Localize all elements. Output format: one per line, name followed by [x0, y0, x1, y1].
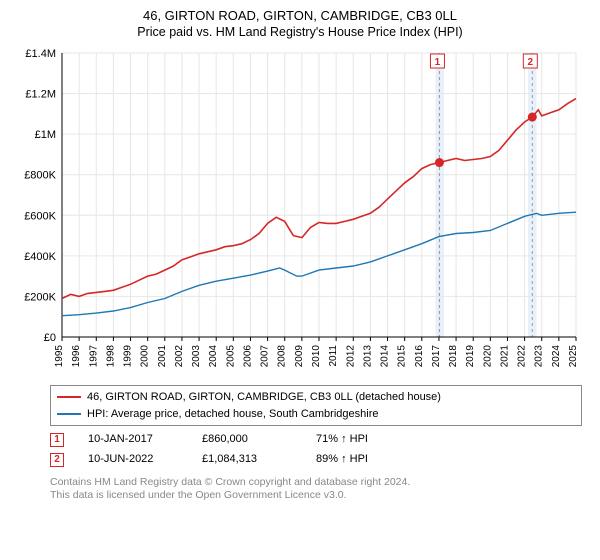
sale-marker-1: 1 [50, 433, 64, 447]
svg-text:2013: 2013 [362, 345, 373, 368]
svg-text:2009: 2009 [294, 345, 305, 368]
svg-text:2020: 2020 [482, 345, 493, 368]
svg-text:2025: 2025 [568, 345, 579, 368]
legend-label-hpi: HPI: Average price, detached house, Sout… [87, 406, 378, 423]
legend-label-property: 46, GIRTON ROAD, GIRTON, CAMBRIDGE, CB3 … [87, 389, 441, 406]
svg-text:2014: 2014 [380, 345, 391, 368]
svg-text:2005: 2005 [225, 345, 236, 368]
svg-text:£400K: £400K [24, 251, 56, 263]
svg-text:1996: 1996 [71, 345, 82, 368]
svg-text:2006: 2006 [242, 345, 253, 368]
svg-text:£800K: £800K [24, 170, 56, 182]
svg-text:2000: 2000 [140, 345, 151, 368]
footer-line-2: This data is licensed under the Open Gov… [50, 489, 582, 503]
svg-text:2015: 2015 [397, 345, 408, 368]
sale-hpi-1: 71% ↑ HPI [316, 430, 368, 450]
footer-text: Contains HM Land Registry data © Crown c… [50, 476, 582, 503]
sale-marker-2: 2 [50, 453, 64, 467]
sale-hpi-2: 89% ↑ HPI [316, 450, 368, 470]
chart-subtitle: Price paid vs. HM Land Registry's House … [0, 25, 600, 39]
svg-text:2018: 2018 [448, 345, 459, 368]
svg-text:1: 1 [435, 57, 441, 68]
svg-text:2003: 2003 [191, 345, 202, 368]
svg-text:2011: 2011 [328, 345, 339, 367]
legend-swatch-property [57, 396, 81, 398]
svg-text:1997: 1997 [88, 345, 99, 368]
legend-row-hpi: HPI: Average price, detached house, Sout… [57, 406, 575, 423]
svg-text:2004: 2004 [208, 345, 219, 368]
svg-text:2010: 2010 [311, 345, 322, 368]
legend-row-property: 46, GIRTON ROAD, GIRTON, CAMBRIDGE, CB3 … [57, 389, 575, 406]
svg-text:2021: 2021 [499, 345, 510, 368]
svg-text:£0: £0 [44, 332, 56, 344]
legend-swatch-hpi [57, 413, 81, 415]
svg-text:2002: 2002 [174, 345, 185, 368]
sale-date-1: 10-JAN-2017 [88, 430, 178, 450]
svg-text:2019: 2019 [465, 345, 476, 368]
svg-text:2016: 2016 [414, 345, 425, 368]
legend-box: 46, GIRTON ROAD, GIRTON, CAMBRIDGE, CB3 … [50, 385, 582, 426]
svg-text:£1.2M: £1.2M [25, 89, 56, 101]
svg-text:2022: 2022 [517, 345, 528, 368]
svg-text:2024: 2024 [551, 345, 562, 368]
sale-price-1: £860,000 [202, 430, 292, 450]
svg-text:£600K: £600K [24, 210, 56, 222]
svg-text:1995: 1995 [54, 345, 65, 368]
svg-text:2017: 2017 [431, 345, 442, 368]
svg-text:£1M: £1M [35, 129, 56, 141]
svg-text:2001: 2001 [157, 345, 168, 368]
sale-price-2: £1,084,313 [202, 450, 292, 470]
svg-text:2023: 2023 [534, 345, 545, 368]
svg-text:1998: 1998 [105, 345, 116, 368]
svg-text:2: 2 [528, 57, 534, 68]
chart-area: £0 £200K £400K £600K £800K £1M £1.2M £1.4M 1995 1… [18, 47, 582, 377]
chart-svg: £0 £200K £400K £600K £800K £1M £1.2M £1.4M 1995 1… [18, 47, 582, 377]
sale-row-2: 2 10-JUN-2022 £1,084,313 89% ↑ HPI [50, 450, 582, 470]
svg-text:2012: 2012 [345, 345, 356, 368]
sale-row-1: 1 10-JAN-2017 £860,000 71% ↑ HPI [50, 430, 582, 450]
chart-title: 46, GIRTON ROAD, GIRTON, CAMBRIDGE, CB3 … [0, 8, 600, 23]
svg-text:£1.4M: £1.4M [25, 48, 56, 60]
svg-text:1999: 1999 [123, 345, 134, 368]
footer-line-1: Contains HM Land Registry data © Crown c… [50, 476, 582, 490]
svg-text:£200K: £200K [24, 291, 56, 303]
svg-text:2008: 2008 [277, 345, 288, 368]
sales-table: 1 10-JAN-2017 £860,000 71% ↑ HPI 2 10-JU… [50, 430, 582, 470]
sale-date-2: 10-JUN-2022 [88, 450, 178, 470]
chart-container: 46, GIRTON ROAD, GIRTON, CAMBRIDGE, CB3 … [0, 0, 600, 560]
svg-text:2007: 2007 [260, 345, 271, 368]
title-block: 46, GIRTON ROAD, GIRTON, CAMBRIDGE, CB3 … [0, 0, 600, 41]
